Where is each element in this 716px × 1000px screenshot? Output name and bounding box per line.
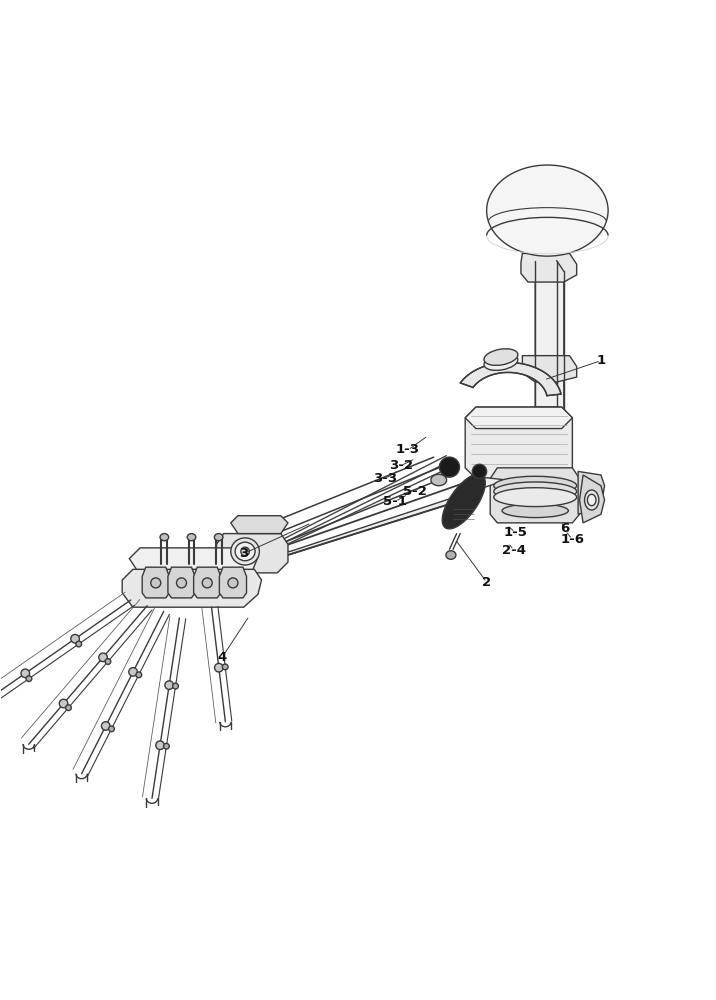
Text: 2-4: 2-4: [502, 544, 526, 557]
Polygon shape: [122, 569, 261, 607]
Text: 2: 2: [482, 576, 491, 589]
Ellipse shape: [484, 354, 518, 370]
Ellipse shape: [187, 534, 195, 541]
Ellipse shape: [231, 538, 259, 565]
Ellipse shape: [587, 494, 596, 506]
Text: 1-3: 1-3: [396, 443, 420, 456]
Polygon shape: [193, 567, 221, 598]
Ellipse shape: [163, 743, 169, 749]
Polygon shape: [579, 475, 604, 523]
Ellipse shape: [228, 578, 238, 588]
Polygon shape: [460, 362, 561, 396]
Polygon shape: [265, 477, 507, 562]
Polygon shape: [465, 407, 572, 479]
Text: 5-2: 5-2: [402, 485, 427, 498]
Ellipse shape: [156, 741, 165, 750]
Ellipse shape: [431, 474, 447, 486]
Ellipse shape: [202, 578, 212, 588]
Ellipse shape: [173, 683, 178, 689]
Polygon shape: [490, 468, 579, 523]
Ellipse shape: [473, 464, 487, 479]
Polygon shape: [465, 407, 572, 429]
Polygon shape: [536, 261, 563, 418]
Ellipse shape: [109, 726, 115, 732]
Ellipse shape: [235, 542, 255, 561]
Ellipse shape: [66, 705, 72, 711]
Ellipse shape: [494, 488, 576, 507]
Ellipse shape: [105, 659, 111, 664]
Text: 6: 6: [561, 522, 570, 535]
Ellipse shape: [151, 578, 161, 588]
Ellipse shape: [21, 669, 29, 678]
Text: 5-1: 5-1: [383, 495, 407, 508]
Ellipse shape: [446, 551, 456, 559]
Text: 3-2: 3-2: [389, 459, 413, 472]
Text: 3-3: 3-3: [373, 472, 397, 485]
Ellipse shape: [484, 349, 518, 365]
Ellipse shape: [76, 641, 82, 647]
Ellipse shape: [214, 534, 223, 541]
Polygon shape: [142, 567, 170, 598]
Polygon shape: [231, 516, 288, 534]
Text: 1: 1: [596, 354, 606, 367]
Ellipse shape: [215, 663, 223, 672]
Polygon shape: [130, 548, 258, 569]
Ellipse shape: [176, 578, 186, 588]
Ellipse shape: [71, 634, 79, 643]
Polygon shape: [219, 567, 246, 598]
Ellipse shape: [487, 165, 608, 256]
Polygon shape: [521, 253, 576, 282]
Ellipse shape: [241, 547, 249, 556]
Polygon shape: [578, 471, 604, 514]
Text: 1-6: 1-6: [561, 533, 584, 546]
Ellipse shape: [136, 672, 142, 678]
Ellipse shape: [165, 681, 173, 689]
Ellipse shape: [129, 668, 137, 676]
Text: 3: 3: [239, 547, 248, 560]
Ellipse shape: [494, 476, 576, 495]
Ellipse shape: [223, 664, 228, 670]
Ellipse shape: [494, 482, 576, 501]
Text: 4: 4: [218, 651, 227, 664]
Ellipse shape: [584, 490, 599, 510]
Polygon shape: [442, 474, 485, 529]
Polygon shape: [523, 356, 576, 382]
Ellipse shape: [502, 504, 569, 518]
Ellipse shape: [160, 534, 169, 541]
Ellipse shape: [102, 722, 110, 730]
Polygon shape: [216, 534, 288, 573]
Polygon shape: [168, 567, 195, 598]
Ellipse shape: [59, 699, 68, 708]
Ellipse shape: [26, 676, 32, 682]
Text: 1-5: 1-5: [503, 526, 527, 539]
Ellipse shape: [440, 457, 460, 477]
Ellipse shape: [99, 653, 107, 662]
